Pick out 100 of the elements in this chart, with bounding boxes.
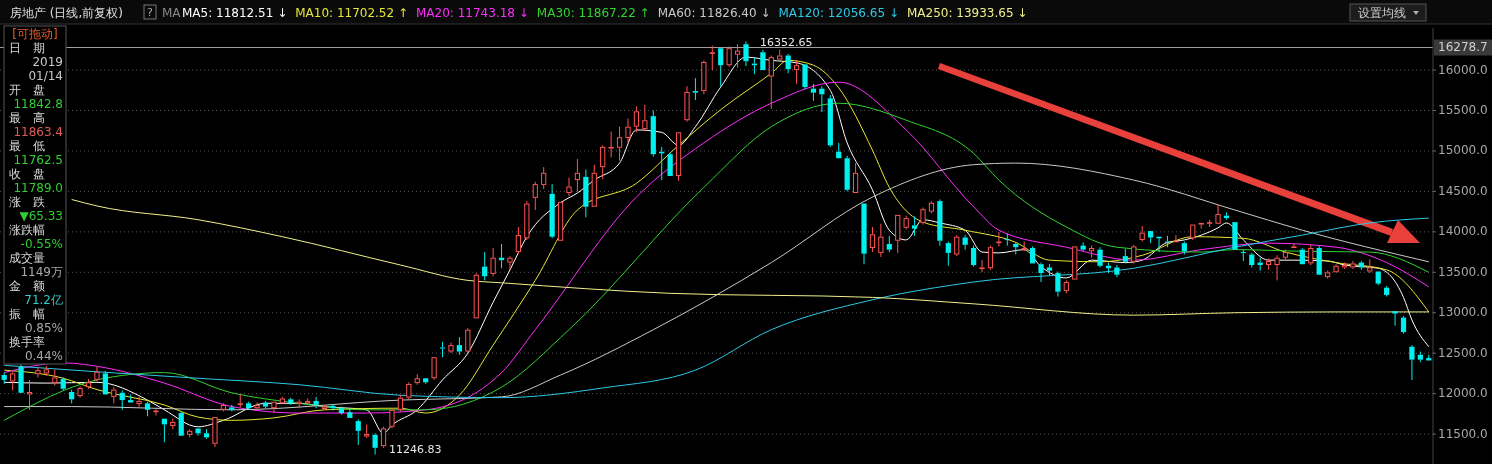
candlestick (35, 366, 41, 378)
candlestick (187, 428, 193, 438)
candlestick (1089, 245, 1095, 259)
candlestick (692, 77, 699, 101)
candlestick (431, 357, 437, 381)
annotation: 换手率 (9, 335, 45, 349)
candlestick (1190, 224, 1196, 241)
candlestick (1316, 245, 1322, 275)
annotation: 金 额 (9, 279, 45, 293)
chart-title: 房地产 (日线,前复权) (10, 6, 123, 20)
text: MA (162, 6, 182, 20)
y-tick-label: 11500.0 (1438, 426, 1488, 441)
candlestick (1409, 344, 1415, 381)
candlestick (448, 342, 454, 354)
candlestick (170, 418, 176, 430)
candlestick (1232, 222, 1238, 250)
candlestick (1350, 260, 1356, 270)
candlestick (827, 94, 833, 148)
candlestick (743, 41, 749, 67)
candlestick (1215, 203, 1221, 224)
candlestick (532, 181, 538, 211)
candlestick (886, 235, 892, 253)
text: MA250: 13933.65 ↓ (906, 6, 1028, 20)
annotation: [可拖动] (12, 27, 58, 41)
candlestick (1063, 279, 1069, 294)
text: MA120: 12056.65 ↓ (778, 6, 899, 20)
annotation: 开 盘 (9, 83, 45, 97)
candlestick (911, 215, 918, 237)
candlestick (507, 255, 513, 271)
candlestick (979, 259, 985, 273)
candlestick (785, 53, 791, 74)
candlestick (793, 59, 800, 85)
annotation: 最 低 (9, 139, 45, 153)
candlestick (1046, 263, 1053, 277)
candlestick (1333, 263, 1339, 273)
candlestick (423, 378, 429, 385)
candlestick (1299, 247, 1305, 265)
line-series (71, 198, 1430, 316)
candlestick (684, 85, 690, 123)
y-tick-label: 13500.0 (1438, 264, 1488, 279)
text: MA60: 11826.40 ↓ (657, 6, 771, 20)
candlestick (583, 169, 589, 218)
text: MA20: 11743.18 ↓ (416, 6, 529, 20)
candlestick (178, 410, 184, 436)
candlestick (203, 428, 210, 440)
candlestick (1417, 351, 1423, 363)
y-tick-label: 12000.0 (1438, 386, 1488, 401)
candlestick (296, 398, 302, 409)
candlestick (1198, 222, 1204, 230)
candlestick (212, 417, 218, 448)
candlestick (709, 45, 715, 71)
candlestick (237, 393, 243, 408)
candlestick (1274, 254, 1280, 281)
candlestick (574, 158, 581, 192)
candlestick (1139, 225, 1145, 243)
text: MA5: 11812.51 ↓ (182, 6, 288, 20)
candlestick (718, 48, 724, 87)
candlestick (541, 166, 547, 190)
candlestick (600, 144, 606, 180)
candlestick (271, 401, 277, 414)
annotation: 01/14 (28, 69, 63, 83)
y-tick-label: 12500.0 (1438, 345, 1488, 360)
candlestick (962, 234, 968, 251)
candlestick (667, 152, 673, 177)
y-tick-label: 15000.0 (1438, 143, 1488, 158)
line-series (3, 162, 1430, 411)
candlestick (414, 373, 420, 386)
annotation: 涨跌幅 (9, 223, 45, 237)
annotation: 成交量 (9, 251, 45, 265)
annotation: 日 期 (9, 41, 45, 55)
candlestick (1038, 262, 1044, 283)
candlestick (549, 183, 555, 239)
candlestick (119, 389, 125, 411)
candlestick (1240, 249, 1246, 262)
candlestick (18, 364, 24, 393)
candlestick (26, 379, 33, 411)
candlestick (1114, 264, 1120, 278)
candlestick (1291, 242, 1297, 249)
candlestick (608, 131, 614, 158)
candlestick (313, 396, 319, 409)
help-button: ? (143, 4, 157, 20)
candlestick (970, 245, 977, 268)
candlestick (869, 226, 876, 253)
candlestick (515, 226, 522, 255)
annotation: 振 幅 (9, 307, 45, 321)
candlestick (77, 385, 83, 399)
annotation: -0.55% (20, 237, 63, 251)
annotation: 11789.0 (13, 181, 63, 195)
candlestick (557, 201, 564, 241)
y-tick-label: 14000.0 (1438, 224, 1488, 239)
candlestick (1400, 315, 1407, 335)
annotation: 收 盘 (9, 167, 45, 181)
candlestick (490, 247, 496, 277)
annotation: 11246.83 (389, 442, 442, 456)
candlestick (85, 378, 92, 390)
y-tick-label: 16000.0 (1438, 62, 1488, 77)
candlestick (524, 200, 530, 241)
y-tick-label: 15500.0 (1438, 103, 1488, 118)
candlestick (566, 177, 572, 197)
candlestick (347, 408, 353, 418)
